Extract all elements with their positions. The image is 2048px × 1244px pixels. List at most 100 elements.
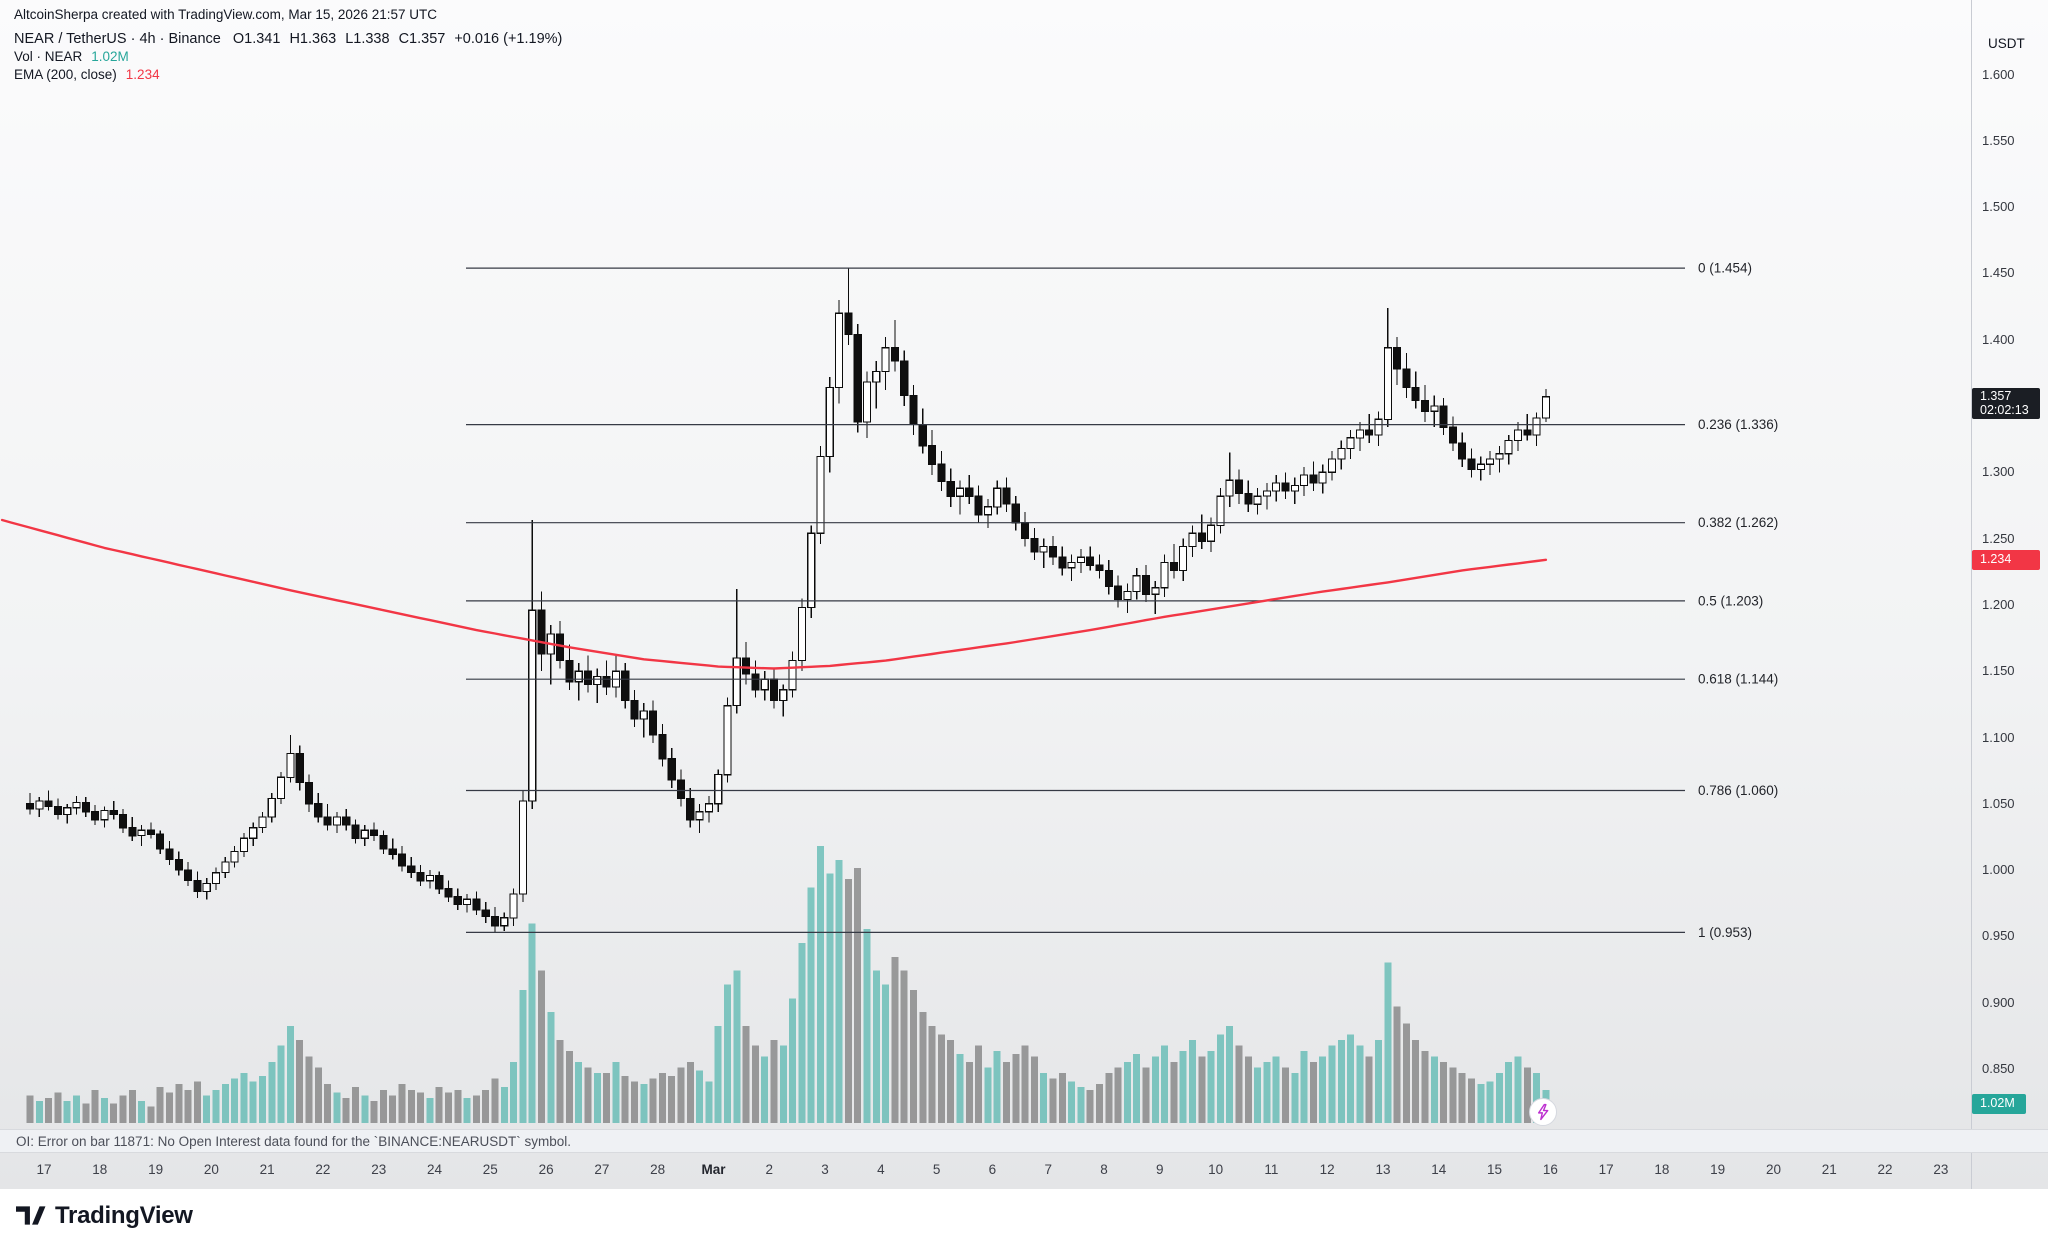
candle-body <box>1002 487 1011 505</box>
candle-body <box>1309 474 1318 484</box>
time-tick-label: 25 <box>482 1162 498 1177</box>
volume-legend-row[interactable]: Vol · NEAR 1.02M <box>14 50 562 64</box>
fib-label: 0.5 (1.203) <box>1698 593 1763 608</box>
volume-bar <box>54 1092 62 1123</box>
volume-bar <box>1133 1053 1141 1124</box>
candle-body <box>862 381 872 423</box>
candle-body <box>146 829 155 835</box>
volume-bar <box>1198 1056 1206 1123</box>
candle-body <box>1262 490 1271 497</box>
candle-body <box>955 487 965 497</box>
price-tick-label: 1.050 <box>1982 795 2015 811</box>
candle-body <box>63 807 72 815</box>
volume-bar <box>1030 1056 1038 1123</box>
volume-bar <box>491 1078 499 1123</box>
volume-bar <box>928 1026 936 1123</box>
volume-bar <box>119 1095 127 1123</box>
time-tick-label: 3 <box>821 1162 829 1177</box>
price-axis-divider <box>1971 0 1972 1189</box>
fib-label: 0.618 (1.144) <box>1698 672 1778 687</box>
volume-bar <box>147 1106 155 1123</box>
time-tick-label: 18 <box>92 1162 108 1177</box>
time-axis[interactable]: 17 18 19 20 21 22 23 24 25 26 27 28 Mar 2 3 4 5 6 7 8 9 10 11 1… <box>0 1153 2048 1189</box>
volume-bar <box>956 1053 964 1124</box>
volume-bar <box>584 1067 592 1123</box>
chart-canvas[interactable]: 0 (1.454) 0.236 (1.336) 0.382 (1.262) 0.5 (… <box>0 0 2048 1189</box>
volume-bar <box>426 1098 434 1123</box>
candle-body <box>965 487 974 497</box>
candle-body <box>714 774 723 805</box>
price-tick-label: 1.150 <box>1982 663 2015 679</box>
ema-legend-row[interactable]: EMA (200, close) 1.234 <box>14 68 562 82</box>
candle-body <box>1021 522 1030 540</box>
candle-body <box>1216 495 1225 526</box>
candle-body <box>1123 591 1132 601</box>
volume-bar <box>668 1075 676 1123</box>
volume-bar <box>547 1012 555 1123</box>
time-tick-label: 4 <box>877 1162 885 1177</box>
fib-retracement[interactable]: 0 (1.454) 0.236 (1.336) 0.382 (1.262) 0.5 (… <box>466 261 1778 940</box>
volume-bar <box>872 970 880 1123</box>
candle-series <box>25 268 1550 933</box>
status-bar-message: OI: Error on bar 11871: No Open Interest… <box>16 1133 571 1149</box>
candle-body <box>918 424 927 447</box>
volume-bar <box>686 1062 694 1123</box>
candle-body <box>156 833 165 850</box>
volume-bar <box>1216 1034 1224 1123</box>
candle-body <box>1327 458 1337 473</box>
volume-bar <box>1300 1051 1308 1123</box>
candle-body <box>91 811 100 821</box>
price-axis[interactable]: USDT 1.6001.5501.5001.4501.4001.3501.300… <box>1972 0 2048 1129</box>
volume-bar <box>1505 1062 1513 1123</box>
volume-bar <box>314 1067 322 1123</box>
time-tick-label: 2 <box>765 1162 774 1177</box>
volume-bar <box>1375 1039 1382 1123</box>
candle-body <box>974 495 983 516</box>
volume-bar <box>1291 1073 1299 1123</box>
candle-body <box>435 874 444 890</box>
boost-button[interactable] <box>1529 1098 1557 1126</box>
candle-body <box>370 829 379 837</box>
candle-body <box>388 848 397 855</box>
ema-legend-label: EMA (200, close) <box>14 67 117 82</box>
volume-bar <box>268 1062 276 1123</box>
volume-bar <box>463 1098 471 1123</box>
tradingview-logo[interactable]: TradingView <box>16 1202 193 1230</box>
volume-bar <box>631 1081 638 1123</box>
candle-body <box>1253 495 1262 505</box>
volume-bar <box>221 1084 229 1123</box>
symbol-legend-row[interactable]: NEAR / TetherUS · 4h · Binance O1.341 H1.3… <box>14 31 562 47</box>
candle-body <box>1420 400 1430 412</box>
candle-body <box>230 850 239 863</box>
chart-legend: NEAR / TetherUS · 4h · Binance O1.341 H1.3… <box>14 32 562 86</box>
candle-body <box>769 678 779 701</box>
volume-bar <box>110 1103 118 1123</box>
time-tick-label: 19 <box>1710 1162 1726 1177</box>
ohlc-low: L1.338 <box>345 31 390 47</box>
candle-body <box>1439 405 1448 428</box>
volume-bar <box>882 984 890 1123</box>
volume-bar <box>398 1084 406 1123</box>
volume-bar <box>705 1081 713 1123</box>
volume-bar <box>910 990 917 1123</box>
candle-body <box>44 800 53 807</box>
volume-bar <box>156 1087 164 1123</box>
volume-bar <box>1086 1089 1094 1123</box>
volume-bar <box>1226 1026 1234 1123</box>
candle-body <box>1030 538 1039 553</box>
candle-body <box>1411 386 1420 402</box>
volume-bar <box>658 1073 666 1123</box>
volume-bar <box>379 1089 387 1123</box>
time-tick-label: 13 <box>1375 1162 1391 1177</box>
price-tick-label: 1.000 <box>1982 862 2015 878</box>
time-tick-label: 21 <box>1821 1162 1837 1177</box>
volume-bar <box>1486 1081 1494 1123</box>
volume-bar <box>1458 1073 1466 1123</box>
time-tick-label: 10 <box>1208 1162 1224 1177</box>
candle-body <box>360 829 369 839</box>
candle-body <box>1300 474 1309 487</box>
volume-bar <box>1319 1056 1327 1123</box>
volume-bar <box>259 1075 266 1123</box>
volume-bar <box>1021 1045 1029 1123</box>
volume-bar <box>975 1045 983 1123</box>
